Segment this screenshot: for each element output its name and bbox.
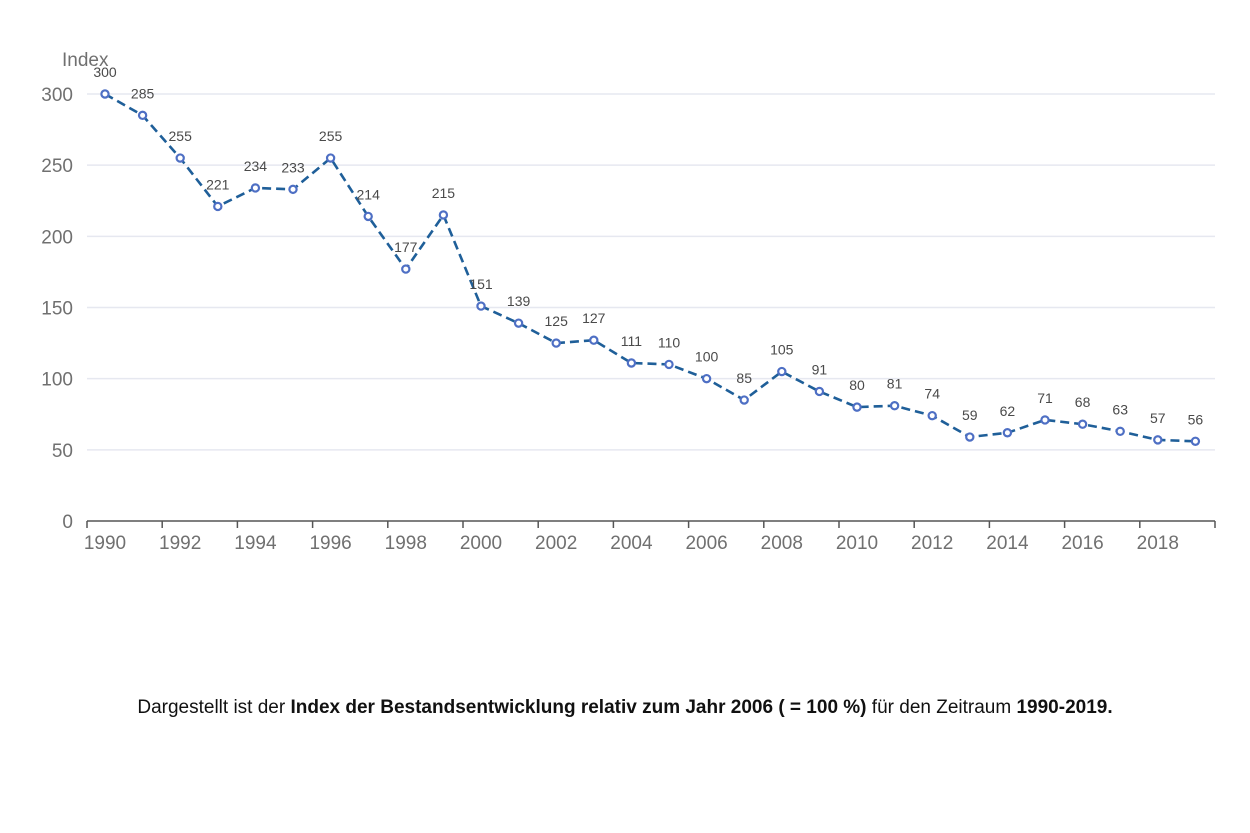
data-label-2016: 68 [1075, 394, 1091, 410]
point-1990 [100, 89, 110, 99]
x-tick-label-2016: 2016 [1061, 533, 1103, 554]
point-2012 [927, 410, 937, 421]
data-label-2013: 59 [962, 407, 978, 423]
data-label-2018: 57 [1150, 410, 1166, 426]
data-label-2003: 127 [582, 310, 606, 326]
data-label-1991: 285 [131, 85, 155, 101]
point-2015 [1040, 415, 1050, 425]
x-tick-label-2002: 2002 [535, 533, 577, 554]
data-label-2009: 91 [812, 361, 828, 377]
point-2000 [476, 301, 486, 311]
point-2017 [1115, 426, 1125, 437]
point-2018 [1153, 435, 1163, 445]
data-label-2015: 71 [1037, 390, 1053, 406]
data-label-2000: 151 [469, 276, 493, 292]
y-tick-label-0: 0 [62, 512, 73, 533]
gridlines [87, 93, 1215, 451]
data-label-1995: 233 [281, 159, 305, 175]
x-tick-label-2012: 2012 [911, 533, 953, 554]
caption-bold-1: Index der Bestandsentwicklung relativ zu… [290, 697, 867, 718]
y-tick-label-100: 100 [41, 370, 73, 391]
data-label-2012: 74 [924, 386, 940, 402]
point-2013 [965, 432, 975, 442]
data-label-2010: 80 [849, 377, 865, 393]
data-label-1996: 255 [319, 128, 343, 144]
point-2006 [701, 373, 712, 384]
point-1995 [288, 184, 298, 195]
data-label-2019: 56 [1188, 411, 1204, 427]
point-2002 [551, 338, 561, 348]
point-1994 [250, 183, 261, 193]
data-labels: 300 285 255 221 234 233 255 214 177 215 151 139 125 1… [93, 64, 1203, 427]
x-tick-label-2010: 2010 [836, 533, 878, 554]
caption-bold-2: 1990-2019. [1016, 697, 1113, 718]
series-line [104, 92, 1196, 443]
caption-text-1: Dargestellt ist der [137, 697, 291, 718]
data-label-2002: 125 [545, 313, 569, 329]
point-1991 [137, 110, 148, 121]
x-tick-label-1994: 1994 [234, 533, 277, 554]
point-2008 [777, 366, 787, 377]
chart-caption: Dargestellt ist der Index der Bestandsen… [0, 697, 1250, 719]
point-1992 [175, 153, 185, 163]
point-1997 [363, 211, 373, 222]
point-2005 [664, 359, 674, 370]
data-label-2001: 139 [507, 293, 531, 309]
y-tick-label-250: 250 [41, 156, 73, 177]
data-label-1994: 234 [244, 158, 268, 174]
point-2009 [814, 386, 825, 397]
data-label-2006: 100 [695, 349, 719, 365]
point-2010 [852, 402, 862, 412]
point-2001 [513, 318, 524, 328]
point-1999 [438, 210, 449, 220]
series-index-line [104, 92, 1196, 443]
point-2011 [889, 401, 900, 411]
x-tick-label-2004: 2004 [610, 533, 653, 554]
caption-text-2: für den Zeitraum [866, 697, 1017, 718]
data-label-2014: 62 [1000, 403, 1016, 419]
y-tick-label-300: 300 [41, 85, 73, 106]
point-1996 [325, 153, 336, 163]
data-label-2005: 110 [658, 334, 681, 350]
y-axis: 0 50 100 150 200 250 300 [41, 85, 73, 533]
point-1998 [401, 264, 411, 274]
x-tick-label-1998: 1998 [385, 533, 427, 554]
data-label-2007: 85 [736, 370, 752, 386]
y-tick-label-200: 200 [41, 227, 73, 248]
y-tick-label-150: 150 [41, 299, 73, 320]
x-tick-label-2008: 2008 [761, 533, 803, 554]
point-2019 [1190, 436, 1201, 446]
data-label-1990: 300 [93, 64, 117, 80]
point-2004 [626, 358, 637, 368]
index-line-chart: 0 50 100 150 200 250 300 1990 1992 1994 1996 1998 2… [41, 50, 1216, 554]
x-tick-label-2018: 2018 [1137, 533, 1179, 554]
data-label-2004: 111 [621, 333, 642, 349]
x-tick-label-2006: 2006 [685, 533, 727, 554]
data-label-1992: 255 [169, 128, 193, 144]
x-tick-label-1990: 1990 [84, 533, 126, 554]
data-label-1997: 214 [357, 186, 381, 202]
data-label-2017: 63 [1112, 401, 1128, 417]
x-tick-label-1996: 1996 [309, 533, 351, 554]
point-2003 [589, 335, 599, 345]
data-label-2011: 81 [887, 376, 903, 392]
data-label-1993: 221 [206, 176, 230, 192]
point-2014 [1002, 428, 1013, 438]
point-2007 [739, 395, 749, 405]
data-points [100, 89, 1201, 446]
y-axis-title: Index [62, 50, 109, 71]
data-label-1999: 215 [432, 185, 456, 201]
x-tick-label-1992: 1992 [159, 533, 201, 554]
point-1993 [213, 201, 223, 212]
x-tick-label-2014: 2014 [986, 533, 1029, 554]
x-tick-label-2000: 2000 [460, 533, 502, 554]
x-axis: 1990 1992 1994 1996 1998 2000 2002 2004 2006 2008… [84, 520, 1216, 554]
point-2016 [1077, 419, 1088, 429]
data-label-1998: 177 [394, 239, 418, 255]
data-label-2008: 105 [770, 342, 794, 358]
y-tick-label-50: 50 [52, 441, 73, 462]
